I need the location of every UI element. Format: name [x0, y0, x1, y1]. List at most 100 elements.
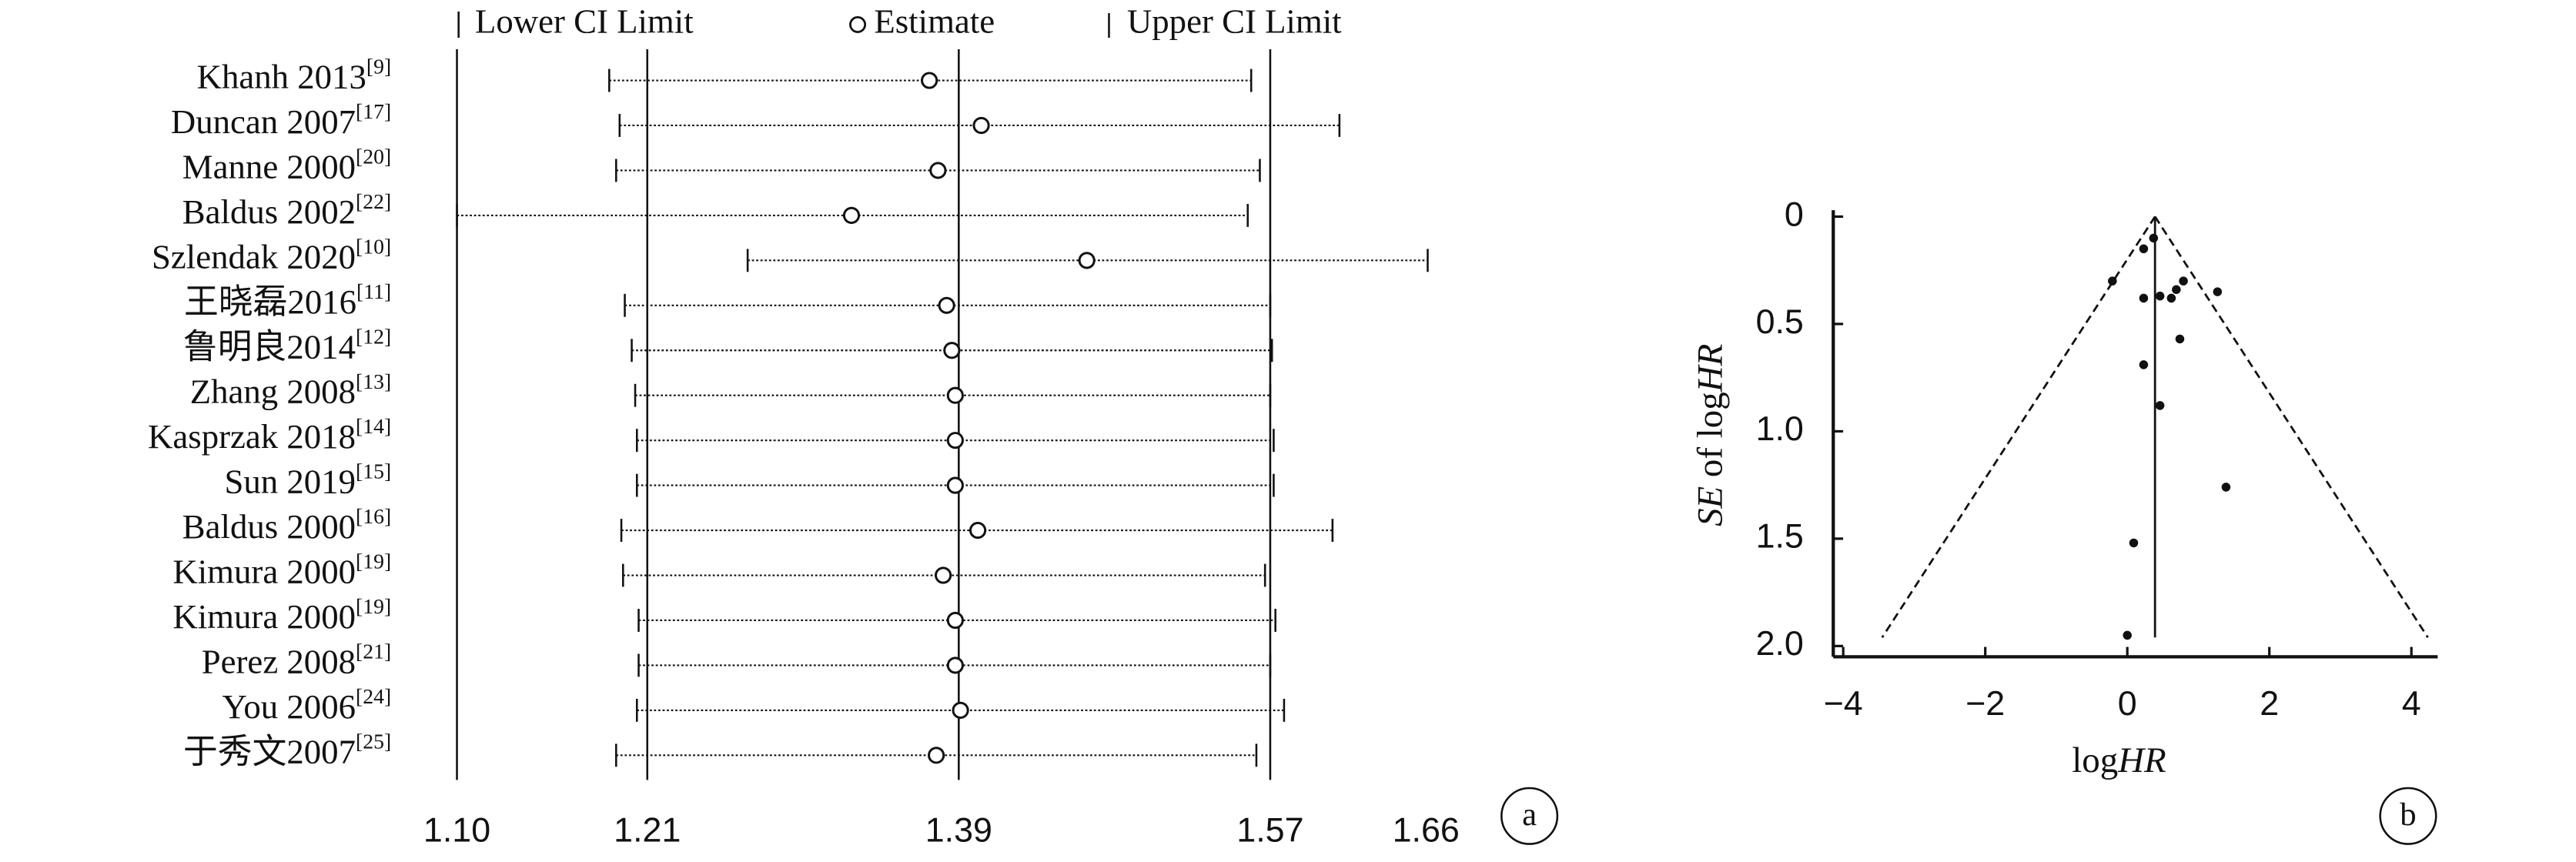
legend-label: Lower CI Limit — [475, 2, 694, 40]
y-axis-label: SE of logHR — [1690, 344, 1730, 526]
x-tick-label: 1.66 — [1393, 810, 1460, 849]
x-tick-label: 2 — [2260, 684, 2279, 723]
study-ref: [19] — [356, 594, 391, 618]
estimate — [946, 611, 964, 630]
study-label: Kimura 2000[19] — [172, 550, 391, 591]
study-point — [2221, 483, 2231, 492]
label-part: SE — [1690, 486, 1730, 526]
estimate — [921, 72, 938, 89]
study-point — [2175, 334, 2185, 344]
study-ref: [10] — [356, 235, 391, 259]
study-point — [2213, 287, 2223, 296]
y-tick-label: 0.5 — [1756, 302, 1804, 341]
study-label: Kimura 2000[19] — [172, 594, 391, 636]
study-ref: [9] — [366, 55, 391, 79]
study-label: Manne 2000[20] — [182, 145, 391, 186]
study-label: 王晓磊2016[11] — [184, 279, 391, 321]
estimate — [969, 521, 987, 540]
study-point — [2139, 293, 2149, 303]
study-name: Baldus 2002 — [182, 192, 356, 231]
study-label: Baldus 2002[22] — [182, 189, 391, 231]
study-name: Manne 2000 — [182, 148, 356, 186]
label-part: log — [2072, 740, 2118, 780]
estimate — [946, 386, 964, 404]
label-part: HR — [2117, 740, 2166, 780]
x-tick-label: 1.57 — [1236, 810, 1303, 849]
panel-label: b — [2400, 797, 2416, 833]
panel-label: a — [1522, 797, 1537, 833]
x-tick-label: −2 — [1965, 684, 2005, 723]
study-point — [2123, 630, 2132, 640]
legend-label: Upper CI Limit — [1127, 2, 1342, 40]
estimate — [946, 476, 964, 494]
study-name: Khanh 2013 — [197, 58, 366, 96]
y-tick-label: 0 — [1785, 195, 1804, 233]
study-ref: [25] — [356, 730, 391, 753]
study-label: Duncan 2007[17] — [171, 99, 391, 141]
study-ref: [11] — [356, 279, 391, 303]
study-point — [2155, 401, 2165, 410]
panel-circle — [1500, 787, 1559, 845]
study-name: Zhang 2008 — [190, 373, 356, 411]
study-ref: [15] — [356, 459, 391, 483]
study-name: Kasprzak 2018 — [148, 417, 356, 456]
study-ref: [19] — [356, 550, 391, 573]
study-name: Baldus 2000 — [182, 507, 356, 546]
study-ref: [12] — [356, 325, 391, 349]
x-tick-label: 4 — [2402, 684, 2421, 723]
label-part: of log — [1690, 392, 1730, 486]
x-tick-label: 1.21 — [614, 810, 681, 849]
study-ref: [20] — [356, 145, 391, 169]
study-ref: [17] — [356, 99, 391, 123]
funnel-limit — [1881, 216, 2156, 638]
funnel-limit — [2154, 216, 2429, 638]
estimate — [946, 432, 964, 449]
study-point — [2139, 360, 2149, 369]
legend-label: Estimate — [874, 2, 995, 40]
study-name: Kimura 2000 — [172, 597, 356, 636]
estimate — [929, 162, 947, 179]
study-label: Perez 2008[21] — [202, 640, 391, 681]
study-ref: [16] — [356, 504, 391, 528]
study-ref: [14] — [356, 415, 391, 439]
study-name: Perez 2008 — [202, 643, 356, 681]
study-label: Szlendak 2020[10] — [152, 235, 391, 276]
study-ref: [13] — [356, 369, 391, 393]
legend-estimate-key — [849, 16, 867, 33]
label-part: HR — [1690, 344, 1730, 393]
estimate — [928, 747, 945, 764]
study-label: 鲁明良2014[12] — [183, 325, 391, 366]
study-label: Baldus 2000[16] — [182, 504, 391, 546]
x-tick-label: 1.39 — [925, 810, 992, 849]
x-tick-label: 0 — [2118, 684, 2137, 723]
estimate — [938, 296, 955, 314]
study-ref: [22] — [356, 189, 391, 213]
y-tick-label: 1.0 — [1756, 409, 1804, 448]
study-name: 鲁明良2014 — [183, 328, 356, 366]
panel-circle — [2379, 787, 2437, 845]
study-point — [2155, 291, 2165, 301]
study-label: You 2006[24] — [222, 684, 392, 726]
study-label: Sun 2019[15] — [224, 459, 391, 501]
study-point — [2166, 293, 2176, 303]
study-point — [2139, 244, 2149, 254]
study-label: Kasprzak 2018[14] — [148, 415, 391, 456]
study-label: Khanh 2013[9] — [197, 55, 392, 96]
study-point — [2108, 276, 2117, 286]
estimate — [943, 342, 961, 359]
estimate — [842, 206, 861, 224]
estimate — [946, 657, 964, 674]
study-label: 于秀文2007[25] — [183, 730, 391, 771]
study-ref: [21] — [356, 640, 391, 663]
estimate — [1078, 252, 1096, 269]
x-axis-label: logHR — [2072, 740, 2166, 780]
y-tick-label: 2.0 — [1756, 624, 1804, 663]
y-tick-label: 1.5 — [1756, 517, 1804, 556]
study-point — [2172, 285, 2181, 295]
study-ref: [24] — [356, 684, 391, 708]
study-point — [2149, 233, 2159, 243]
study-point — [2129, 538, 2139, 548]
estimate — [935, 566, 952, 584]
